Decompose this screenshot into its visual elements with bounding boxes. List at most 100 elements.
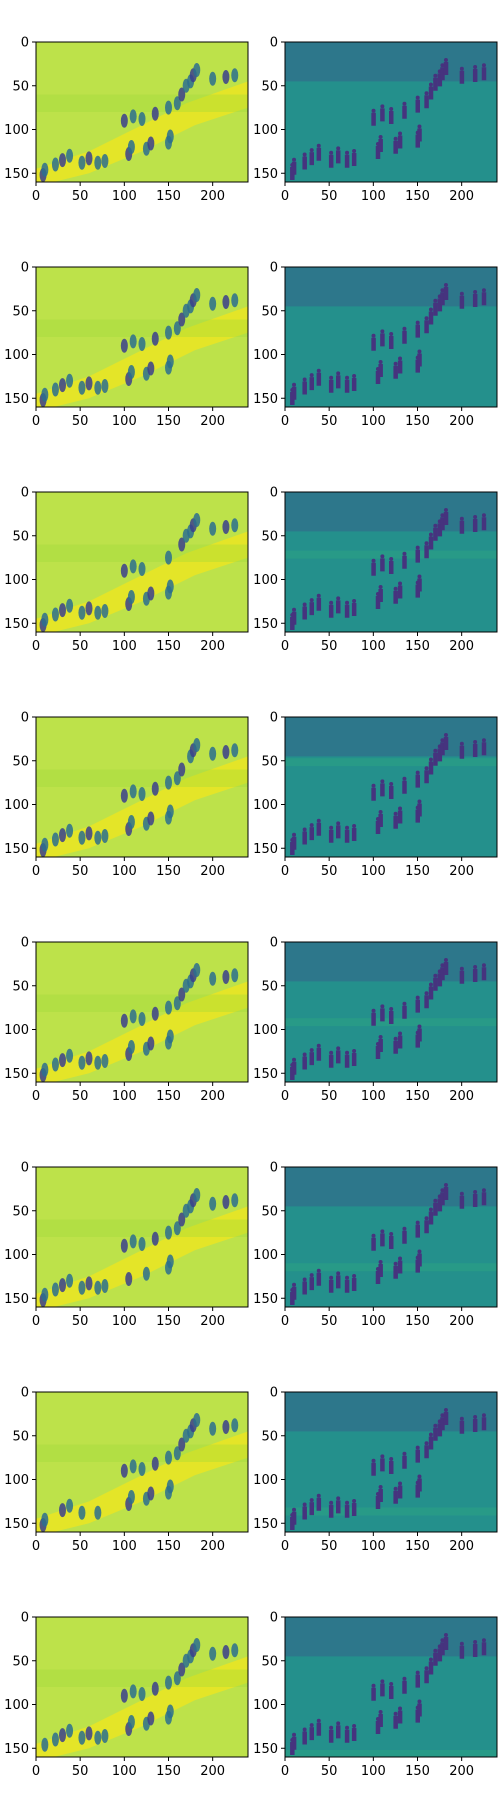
pedestrian-head	[336, 1046, 340, 1050]
pedestrian-head	[444, 1408, 448, 1412]
pedestrian-head	[292, 608, 296, 612]
pedestrian-shape	[393, 1266, 398, 1279]
panel-r2-c2: 0 50 100 150 200050100150	[253, 261, 497, 430]
x-tick-label: 50	[72, 639, 89, 654]
heatmap-image	[36, 717, 248, 857]
pedestrian-shape	[460, 296, 465, 309]
x-tick-label: 0	[32, 189, 40, 204]
pedestrian-shape	[416, 1675, 421, 1688]
pedestrian-head	[482, 1188, 486, 1192]
pedestrian-head	[389, 107, 393, 111]
pedestrian-head	[433, 974, 437, 978]
pedestrian-head	[372, 1009, 376, 1013]
x-tick-label: 200	[449, 1764, 474, 1779]
x-tick-label: 150	[156, 1314, 181, 1329]
pedestrian-head	[352, 599, 356, 603]
panel-r6-c2: 0 50 100 150 200050100150	[253, 1161, 497, 1330]
pedestrian-head	[417, 1700, 421, 1704]
activation-blob	[94, 831, 101, 845]
pedestrian-head	[303, 603, 307, 607]
pedestrian-shape	[482, 1192, 487, 1205]
pedestrian-shape	[398, 811, 403, 824]
y-tick-label: 150	[4, 392, 29, 407]
pedestrian-head	[379, 360, 383, 364]
heatmap-image	[36, 942, 248, 1082]
pedestrian-head	[345, 1726, 349, 1730]
pedestrian-head	[380, 329, 384, 333]
x-tick-label: 50	[321, 639, 338, 654]
pedestrian-shape	[336, 1050, 341, 1063]
pedestrian-head	[379, 1260, 383, 1264]
panel-r8-c2: 0 50 100 150 200050100150	[253, 1611, 497, 1780]
activation-blob	[59, 1503, 66, 1517]
activation-blob	[139, 1687, 146, 1701]
pedestrian-shape	[302, 1282, 307, 1295]
activation-blob	[222, 70, 229, 84]
panel-r1-c1: 0 50 100 150 200 0 50 100 150	[4, 36, 248, 205]
frame-top-region	[285, 1617, 497, 1656]
y-tick-label: 0	[21, 711, 29, 726]
pedestrian-shape	[378, 139, 383, 152]
activation-blob	[130, 1009, 137, 1023]
pedestrian-shape	[482, 967, 487, 980]
activation-blob	[165, 551, 172, 565]
pedestrian-head	[329, 601, 333, 605]
pedestrian-head	[303, 378, 307, 382]
pedestrian-shape	[433, 1203, 438, 1216]
pedestrian-shape	[371, 563, 376, 576]
x-tick-label: 0	[32, 414, 40, 429]
activation-blob	[128, 365, 135, 379]
pedestrian-shape	[473, 1419, 478, 1432]
pedestrian-shape	[371, 1463, 376, 1476]
pedestrian-shape	[417, 804, 422, 817]
pedestrian-head	[425, 91, 429, 95]
activation-blob	[101, 379, 108, 393]
pedestrian-head	[310, 1498, 314, 1502]
x-tick-label: 150	[405, 1539, 430, 1554]
pedestrian-shape	[310, 602, 315, 615]
x-tick-label: 50	[72, 864, 89, 879]
pedestrian-head	[460, 1642, 464, 1646]
pedestrian-shape	[444, 1637, 449, 1650]
y-tick-label: 50	[261, 1204, 278, 1219]
pedestrian-head	[444, 733, 448, 737]
pedestrian-shape	[393, 816, 398, 829]
activation-blob	[209, 1422, 216, 1436]
pedestrian-head	[398, 132, 402, 136]
y-tick-label: 150	[253, 392, 278, 407]
pedestrian-shape	[378, 589, 383, 602]
heatmap-image	[36, 1617, 248, 1757]
pedestrian-shape	[429, 87, 434, 100]
pedestrian-shape	[424, 95, 429, 108]
activation-blob	[193, 1413, 200, 1427]
x-tick-label: 200	[449, 1314, 474, 1329]
pedestrian-head	[444, 283, 448, 287]
pedestrian-shape	[429, 312, 434, 325]
pedestrian-shape	[329, 1280, 334, 1293]
pedestrian-shape	[378, 814, 383, 827]
pedestrian-shape	[444, 62, 449, 75]
activation-blob	[193, 1638, 200, 1652]
y-tick-label: 100	[253, 123, 278, 138]
activation-blob	[94, 156, 101, 170]
pedestrian-head	[460, 1417, 464, 1421]
pedestrian-head	[482, 963, 486, 967]
pedestrian-head	[352, 824, 356, 828]
activation-blob	[94, 1056, 101, 1070]
pedestrian-head	[433, 524, 437, 528]
activation-blob	[66, 824, 73, 838]
pedestrian-shape	[389, 1011, 394, 1024]
pedestrian-head	[394, 1487, 398, 1491]
activation-blob	[167, 1255, 174, 1269]
pedestrian-head	[329, 1501, 333, 1505]
activation-blob	[86, 826, 93, 840]
panel-r8-c1: 0 50 100 150 200050100150	[4, 1611, 248, 1780]
x-tick-label: 100	[361, 639, 386, 654]
activation-blob	[152, 1682, 159, 1696]
pedestrian-shape	[424, 1220, 429, 1233]
pedestrian-head	[416, 1446, 420, 1450]
activation-blob	[139, 1237, 146, 1251]
pedestrian-head	[352, 1049, 356, 1053]
pedestrian-shape	[336, 825, 341, 838]
